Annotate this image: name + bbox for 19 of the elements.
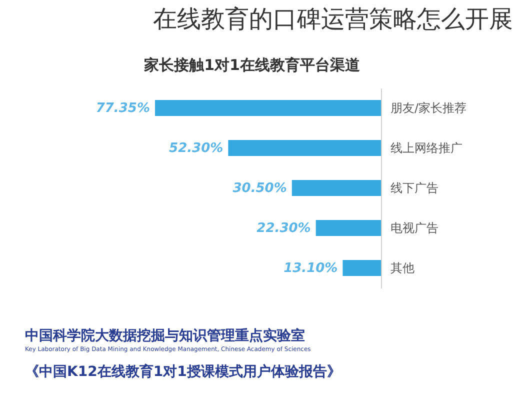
data-label: 13.10% xyxy=(284,261,338,276)
chart-subtitle: 家长接触1对1在线教育平台渠道 xyxy=(143,56,361,74)
data-label: 30.50% xyxy=(232,181,287,196)
bar xyxy=(228,140,381,156)
bar xyxy=(342,260,381,276)
bar xyxy=(316,220,381,236)
y-tick-label: 线上网络推广 xyxy=(390,141,462,155)
data-label: 77.35% xyxy=(96,101,150,116)
text: 中国科学院大数据挖掘与知识管理重点实验室 xyxy=(25,327,305,344)
data-label: 22.30% xyxy=(256,221,311,236)
y-tick-label: 线下广告 xyxy=(390,181,438,195)
chart-title: 在线教育的口碑运营策略怎么开展 xyxy=(153,5,513,33)
text: 《中国K12在线教育1对1授课模式用户体验报告》 xyxy=(25,363,341,380)
data-label: 52.30% xyxy=(169,141,224,156)
y-tick-label: 电视广告 xyxy=(390,221,438,235)
bar xyxy=(292,180,381,196)
y-tick-label: 其他 xyxy=(390,261,414,275)
bar xyxy=(154,100,381,116)
y-tick-label: 朋友/家长推荐 xyxy=(390,101,467,115)
